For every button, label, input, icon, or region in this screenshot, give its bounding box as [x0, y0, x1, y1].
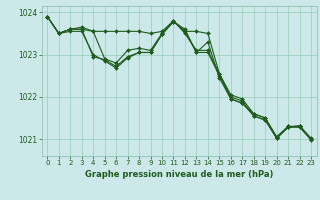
X-axis label: Graphe pression niveau de la mer (hPa): Graphe pression niveau de la mer (hPa) — [85, 170, 273, 179]
